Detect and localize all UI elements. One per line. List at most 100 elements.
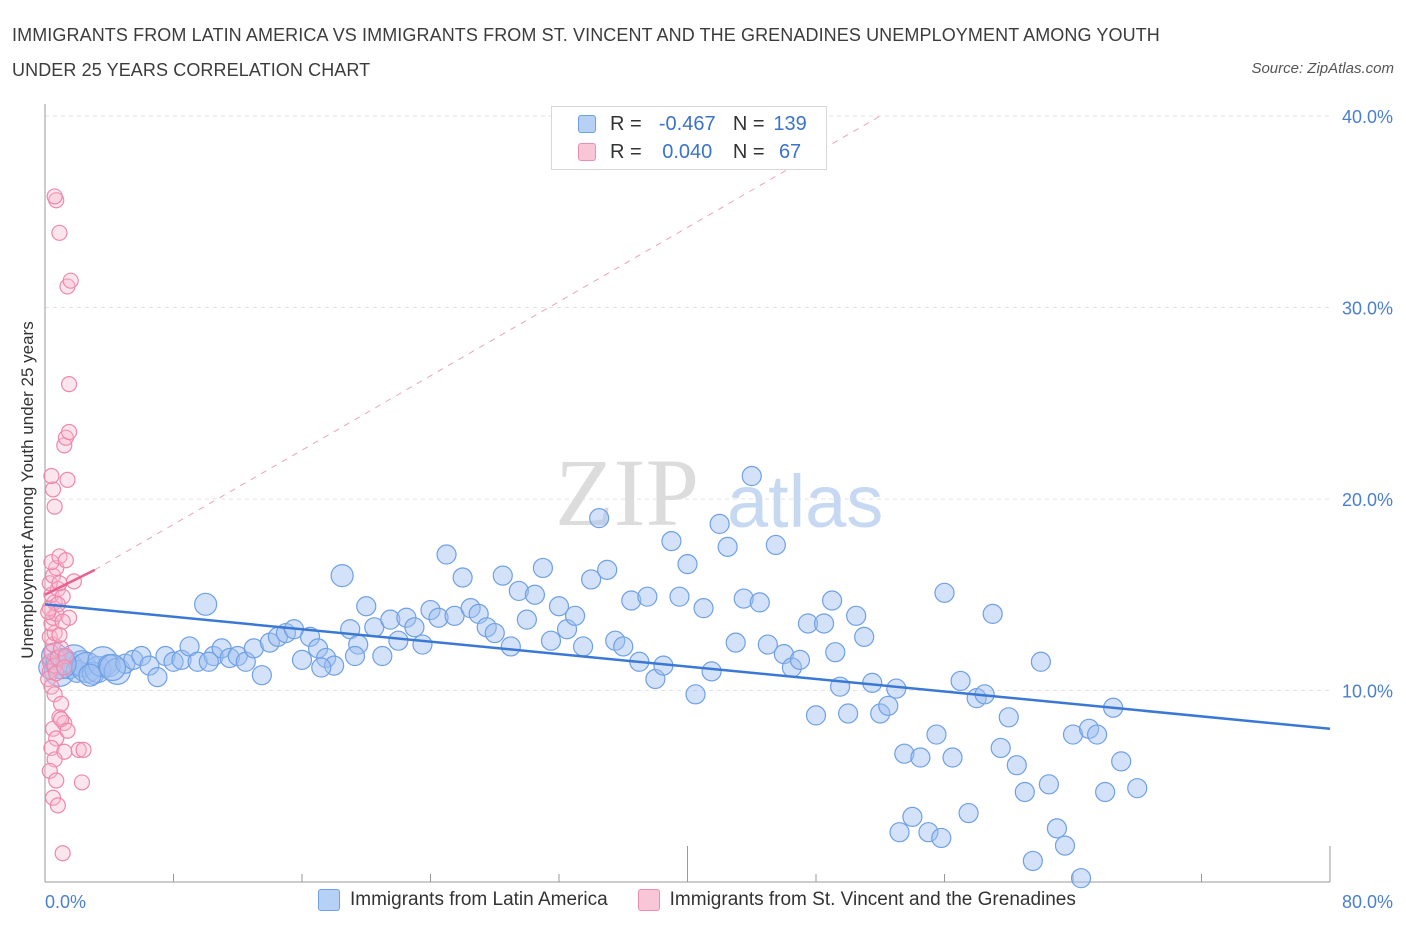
- latin-america-point: [324, 655, 345, 676]
- latin-america-point: [1070, 868, 1092, 889]
- latin-america-point: [1086, 724, 1108, 745]
- st-vincent-point: [59, 471, 76, 488]
- legend-item-latin-america: Immigrants from Latin America: [318, 889, 608, 911]
- x-tick-label: 80.0%: [1342, 892, 1393, 912]
- latin-america-trendline: [44, 603, 1331, 731]
- st-vincent-point: [52, 640, 70, 657]
- legend-swatch-pink: [637, 889, 660, 911]
- latin-america-point: [78, 663, 102, 687]
- legend-label-latin-america: Immigrants from Latin America: [350, 889, 608, 910]
- latin-america-point: [581, 569, 602, 590]
- legend-r-value: -0.467: [658, 112, 716, 135]
- watermark: ZIP atlas: [555, 439, 883, 546]
- latin-america-point: [1022, 850, 1043, 872]
- latin-america-point: [854, 626, 875, 647]
- st-vincent-point: [41, 762, 58, 780]
- latin-america-point: [243, 638, 264, 659]
- st-vincent-point: [49, 797, 66, 814]
- latin-america-point: [412, 634, 433, 655]
- st-vincent-point: [73, 774, 91, 791]
- st-vincent-point: [75, 741, 92, 758]
- gridlines: [45, 115, 1330, 691]
- latin-america-point: [1014, 781, 1035, 803]
- latin-america-point: [669, 586, 690, 607]
- latin-america-point: [1111, 751, 1132, 772]
- st-vincent-point: [52, 695, 70, 713]
- latin-america-point: [1062, 724, 1084, 745]
- latin-america-point: [942, 747, 963, 768]
- latin-america-point: [741, 465, 762, 487]
- latin-america-point: [1095, 781, 1116, 803]
- st-vincent-point: [46, 498, 63, 515]
- latin-america-point: [749, 592, 770, 613]
- latin-america-point: [958, 802, 979, 824]
- st-vincent-trendline: [44, 568, 96, 596]
- st-vincent-point: [60, 423, 78, 441]
- legend-label-st-vincent: Immigrants from St. Vincent and the Gren…: [669, 889, 1076, 910]
- latin-america-point: [572, 636, 594, 657]
- latin-america-point: [910, 747, 931, 768]
- latin-america-point: [889, 822, 910, 843]
- latin-america-point: [330, 563, 354, 588]
- legend-n-label: N =: [732, 112, 765, 135]
- st-vincent-point: [51, 626, 68, 644]
- latin-america-point: [1127, 778, 1148, 799]
- latin-america-point: [677, 554, 698, 575]
- latin-america-point: [838, 703, 859, 724]
- latin-america-point: [315, 647, 337, 669]
- latin-america-point: [825, 642, 846, 663]
- latin-america-point: [388, 630, 409, 651]
- latin-america-point: [372, 645, 393, 667]
- latin-america-point: [98, 653, 127, 682]
- st-vincent-point: [51, 224, 68, 241]
- y-tick-label: 40.0%: [1342, 107, 1393, 127]
- latin-america-point: [950, 670, 971, 692]
- latin-america-point: [548, 596, 570, 617]
- latin-america-point: [311, 657, 332, 678]
- st-vincent-point: [40, 603, 57, 621]
- latin-america-point: [251, 665, 272, 686]
- st-vincent-point: [48, 772, 65, 789]
- st-vincent-point: [48, 730, 65, 747]
- latin-america-point: [219, 647, 240, 669]
- latin-america-point: [733, 588, 754, 609]
- latin-america-point: [564, 605, 586, 626]
- latin-america-point: [291, 649, 313, 670]
- latin-america-point: [299, 626, 321, 647]
- latin-america-point: [637, 586, 658, 607]
- chart-title: IMMIGRANTS FROM LATIN AMERICA VS IMMIGRA…: [12, 25, 1160, 80]
- latin-america-point: [428, 607, 449, 628]
- st-vincent-point: [62, 272, 79, 289]
- legend-r-label: R =: [610, 112, 642, 135]
- legend-n-label: N =: [732, 140, 765, 163]
- latin-america-point: [198, 651, 219, 672]
- latin-america-point: [757, 634, 778, 655]
- latin-america-point: [661, 531, 682, 552]
- latin-america-point: [436, 544, 457, 565]
- latin-america-point: [717, 536, 738, 557]
- latin-america-point: [139, 655, 160, 676]
- latin-america-point: [894, 743, 915, 764]
- st-vincent-point: [59, 722, 76, 739]
- series-st-vincent-points: [40, 188, 92, 862]
- tick-labels: 10.0% 20.0% 30.0% 40.0% 0.0% 80.0%: [45, 107, 1393, 912]
- latin-america-point: [934, 582, 955, 603]
- latin-america-point: [194, 592, 218, 616]
- latin-america-point: [516, 609, 537, 630]
- latin-america-point: [420, 599, 441, 621]
- latin-america-point: [1038, 774, 1060, 795]
- latin-america-point: [878, 695, 899, 716]
- st-vincent-point: [57, 552, 74, 569]
- latin-america-point: [613, 636, 634, 657]
- st-vincent-point: [54, 588, 71, 605]
- legend-r-label: R =: [610, 140, 642, 163]
- latin-america-point: [380, 609, 401, 630]
- legend-row-pink: R = 0.040 N = 67: [578, 140, 810, 164]
- latin-america-point: [1054, 835, 1076, 856]
- st-vincent-point: [44, 481, 62, 498]
- y-tick-label: 10.0%: [1342, 682, 1393, 702]
- latin-america-point: [990, 737, 1011, 759]
- latin-america-point: [589, 508, 610, 529]
- series-latin-america-points: [38, 465, 1148, 889]
